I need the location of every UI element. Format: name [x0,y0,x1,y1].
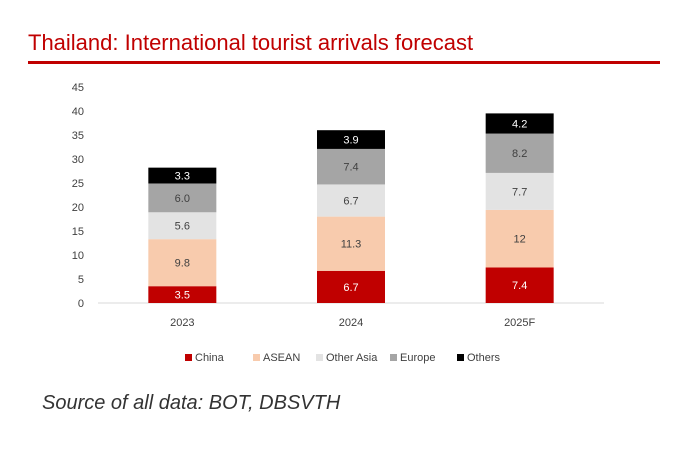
y-tick-label: 30 [72,154,84,166]
data-label: 5.6 [175,221,190,233]
bar-segment-asean [148,239,217,287]
data-label: 3.5 [175,290,190,302]
bar-segment-others [317,130,385,149]
data-label: 12 [514,234,526,246]
y-tick-label: 20 [72,202,84,214]
legend-swatch-europe [390,354,397,361]
bar-segment-asean [317,216,385,271]
stacked-bar-chart: 0 5 10 15 20 25 30 35 40 45 3.5 9.8 5.6 6.0 3.3 2023 6.7… [72,82,604,364]
data-label: 3.9 [343,135,358,147]
bar-segment-other-asia [148,212,217,240]
y-tick-label: 25 [72,178,84,190]
bar-segment-others [485,113,554,134]
bar-segment-other-asia [317,184,385,217]
chart-title: Thailand: International tourist arrivals… [28,30,474,55]
y-tick-label: 10 [72,250,84,262]
bar-segment-other-asia [485,172,554,210]
data-label: 6.7 [343,282,358,294]
legend-label: Europe [400,352,435,364]
legend-swatch-other-asia [316,354,323,361]
x-tick-label: 2023 [170,317,194,329]
bar-segment-europe [148,183,217,213]
data-label: 7.4 [512,280,527,292]
title-underline [28,61,660,64]
legend-swatch-asean [253,354,260,361]
bar-segment-europe [317,148,385,185]
legend-label: ASEAN [263,352,300,364]
y-tick-label: 15 [72,226,84,238]
legend-swatch-others [457,354,464,361]
data-label: 6.0 [175,193,190,205]
data-label: 4.2 [512,118,527,130]
y-tick-label: 0 [78,298,84,310]
x-tick-label: 2025F [504,317,535,329]
bar-segment-china [317,270,385,303]
bar-segment-europe [485,133,554,173]
y-tick-label: 45 [72,82,84,94]
data-label: 3.3 [175,171,190,183]
data-label: 8.2 [512,148,527,160]
bar-segment-asean [485,209,554,268]
legend-label: Others [467,352,501,364]
y-tick-label: 35 [72,130,84,142]
data-label: 6.7 [343,196,358,208]
bar-segment-china [485,267,554,303]
bar-segment-others [148,167,217,184]
y-tick-label: 5 [78,274,84,286]
data-label: 9.8 [175,258,190,270]
legend-label: Other Asia [326,352,378,364]
legend-label: China [195,352,225,364]
bar-segment-china [148,286,217,303]
data-label: 7.4 [343,162,358,174]
legend-swatch-china [185,354,192,361]
data-label: 11.3 [341,239,362,251]
source-note: Source of all data: BOT, DBSVTH [42,392,341,414]
x-tick-label: 2024 [339,317,363,329]
y-tick-label: 40 [72,106,84,118]
data-label: 7.7 [512,186,527,198]
